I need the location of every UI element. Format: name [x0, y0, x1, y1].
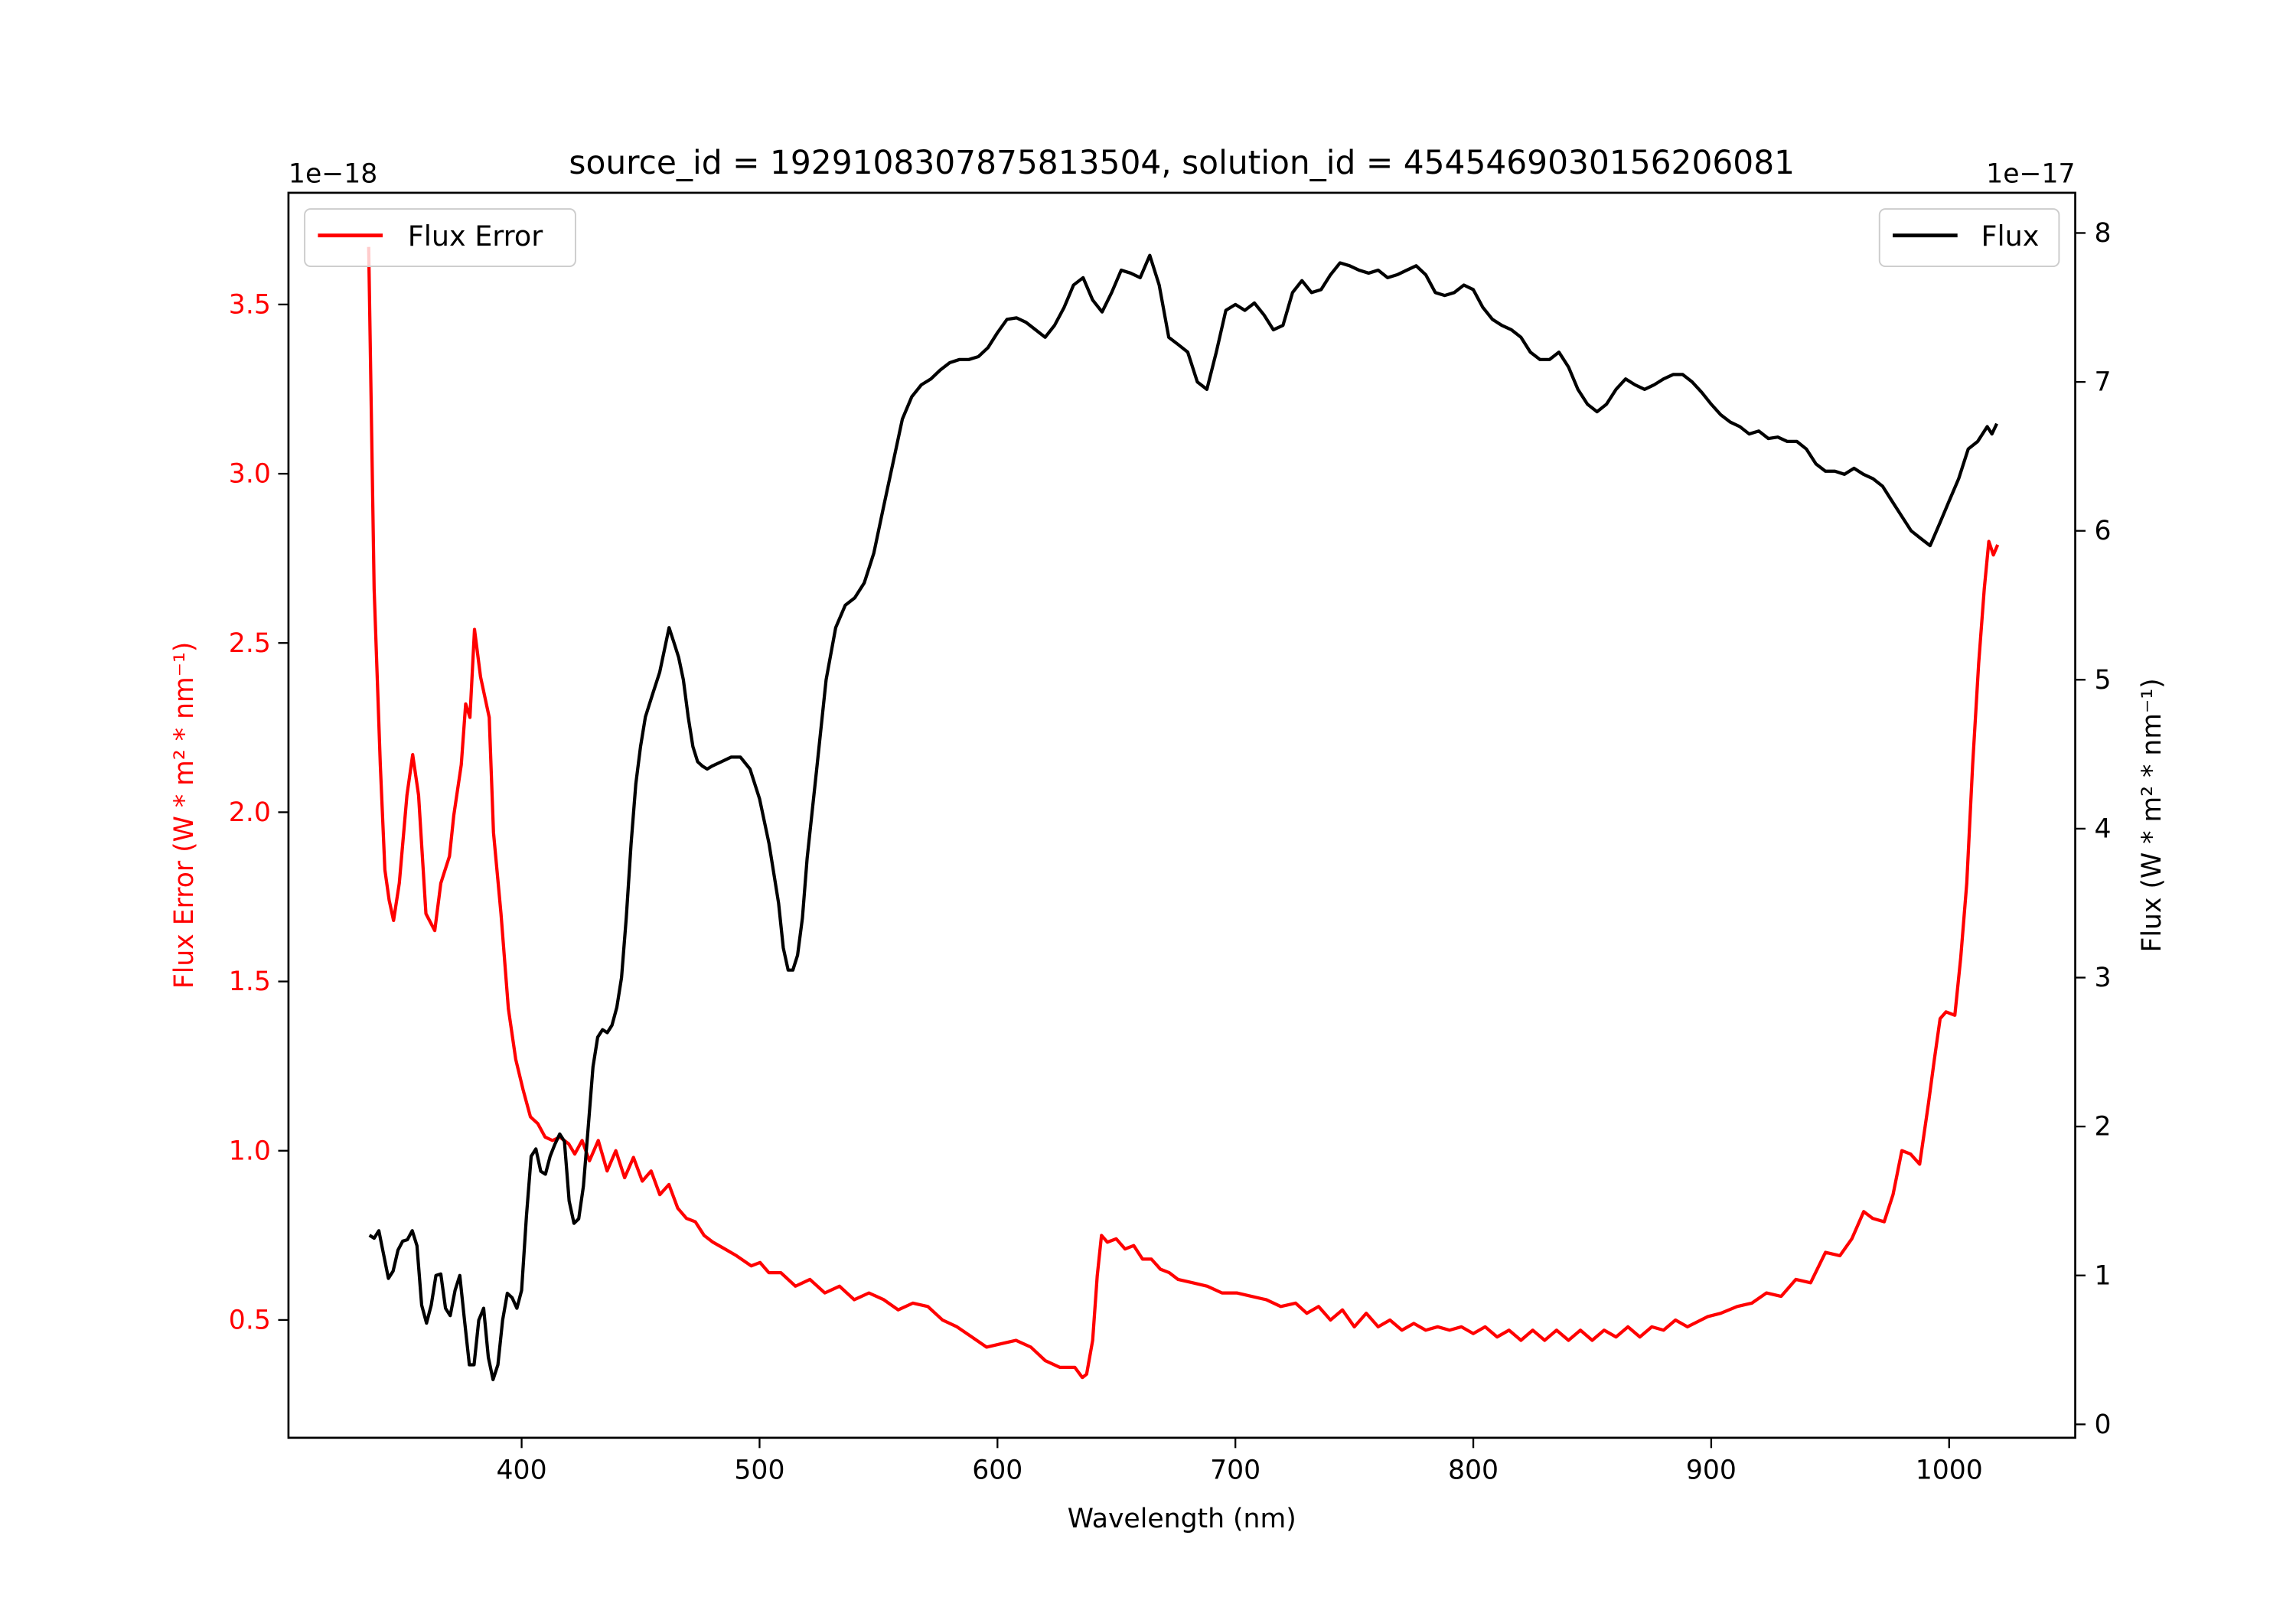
right-y-tick-label: 8 — [2095, 218, 2112, 249]
right-y-tick-label: 0 — [2095, 1410, 2112, 1440]
left-y-tick-label: 0.5 — [229, 1305, 271, 1335]
axes: 400 500 600 700 800 900 1000 0.5 1.0 1.5 2.0 2.5 3.0… — [229, 218, 2112, 1486]
plot-lines — [367, 246, 2000, 1381]
right-y-axis-label: Flux (W * m² * nm⁻¹) — [2137, 678, 2167, 952]
x-tick-label: 700 — [1210, 1455, 1261, 1486]
legend-label-flux: Flux — [1981, 220, 2039, 253]
x-tick-label: 600 — [972, 1455, 1022, 1486]
right-offset-label: 1e−17 — [1986, 158, 2075, 189]
chart-title: source_id = 1929108307875813504, solutio… — [569, 144, 1795, 181]
plot-frame — [287, 191, 2076, 1439]
legend-label-flux-error: Flux Error — [408, 220, 544, 253]
right-y-tick-label: 5 — [2095, 665, 2112, 696]
left-y-axis-label: Flux Error (W * m² * nm⁻¹) — [169, 642, 200, 989]
left-y-tick-label: 2.0 — [229, 797, 271, 828]
left-y-tick-label: 3.0 — [229, 459, 271, 490]
x-axis-label: Wavelength (nm) — [1068, 1504, 1296, 1534]
left-y-tick-label: 3.5 — [229, 289, 271, 320]
left-offset-label: 1e−18 — [289, 158, 377, 189]
x-tick-label: 900 — [1686, 1455, 1737, 1486]
legend-flux-error: Flux Error — [304, 208, 576, 268]
left-y-tick-label: 1.0 — [229, 1136, 271, 1166]
x-tick-label: 400 — [497, 1455, 547, 1486]
legend-flux: Flux — [1878, 208, 2060, 268]
left-y-tick-label: 2.5 — [229, 628, 271, 659]
series-line-flux — [368, 253, 1998, 1381]
right-y-tick-label: 4 — [2095, 813, 2112, 844]
right-y-tick-label: 1 — [2095, 1260, 2112, 1291]
left-y-tick-label: 1.5 — [229, 966, 271, 997]
x-tick-label: 1000 — [1916, 1455, 1983, 1486]
x-tick-label: 800 — [1448, 1455, 1499, 1486]
right-y-tick-label: 3 — [2095, 963, 2112, 993]
x-tick-label: 500 — [734, 1455, 784, 1486]
right-y-tick-label: 7 — [2095, 367, 2112, 398]
series-line-flux-error — [367, 246, 2000, 1380]
right-y-tick-label: 2 — [2095, 1112, 2112, 1143]
right-y-tick-label: 6 — [2095, 516, 2112, 546]
